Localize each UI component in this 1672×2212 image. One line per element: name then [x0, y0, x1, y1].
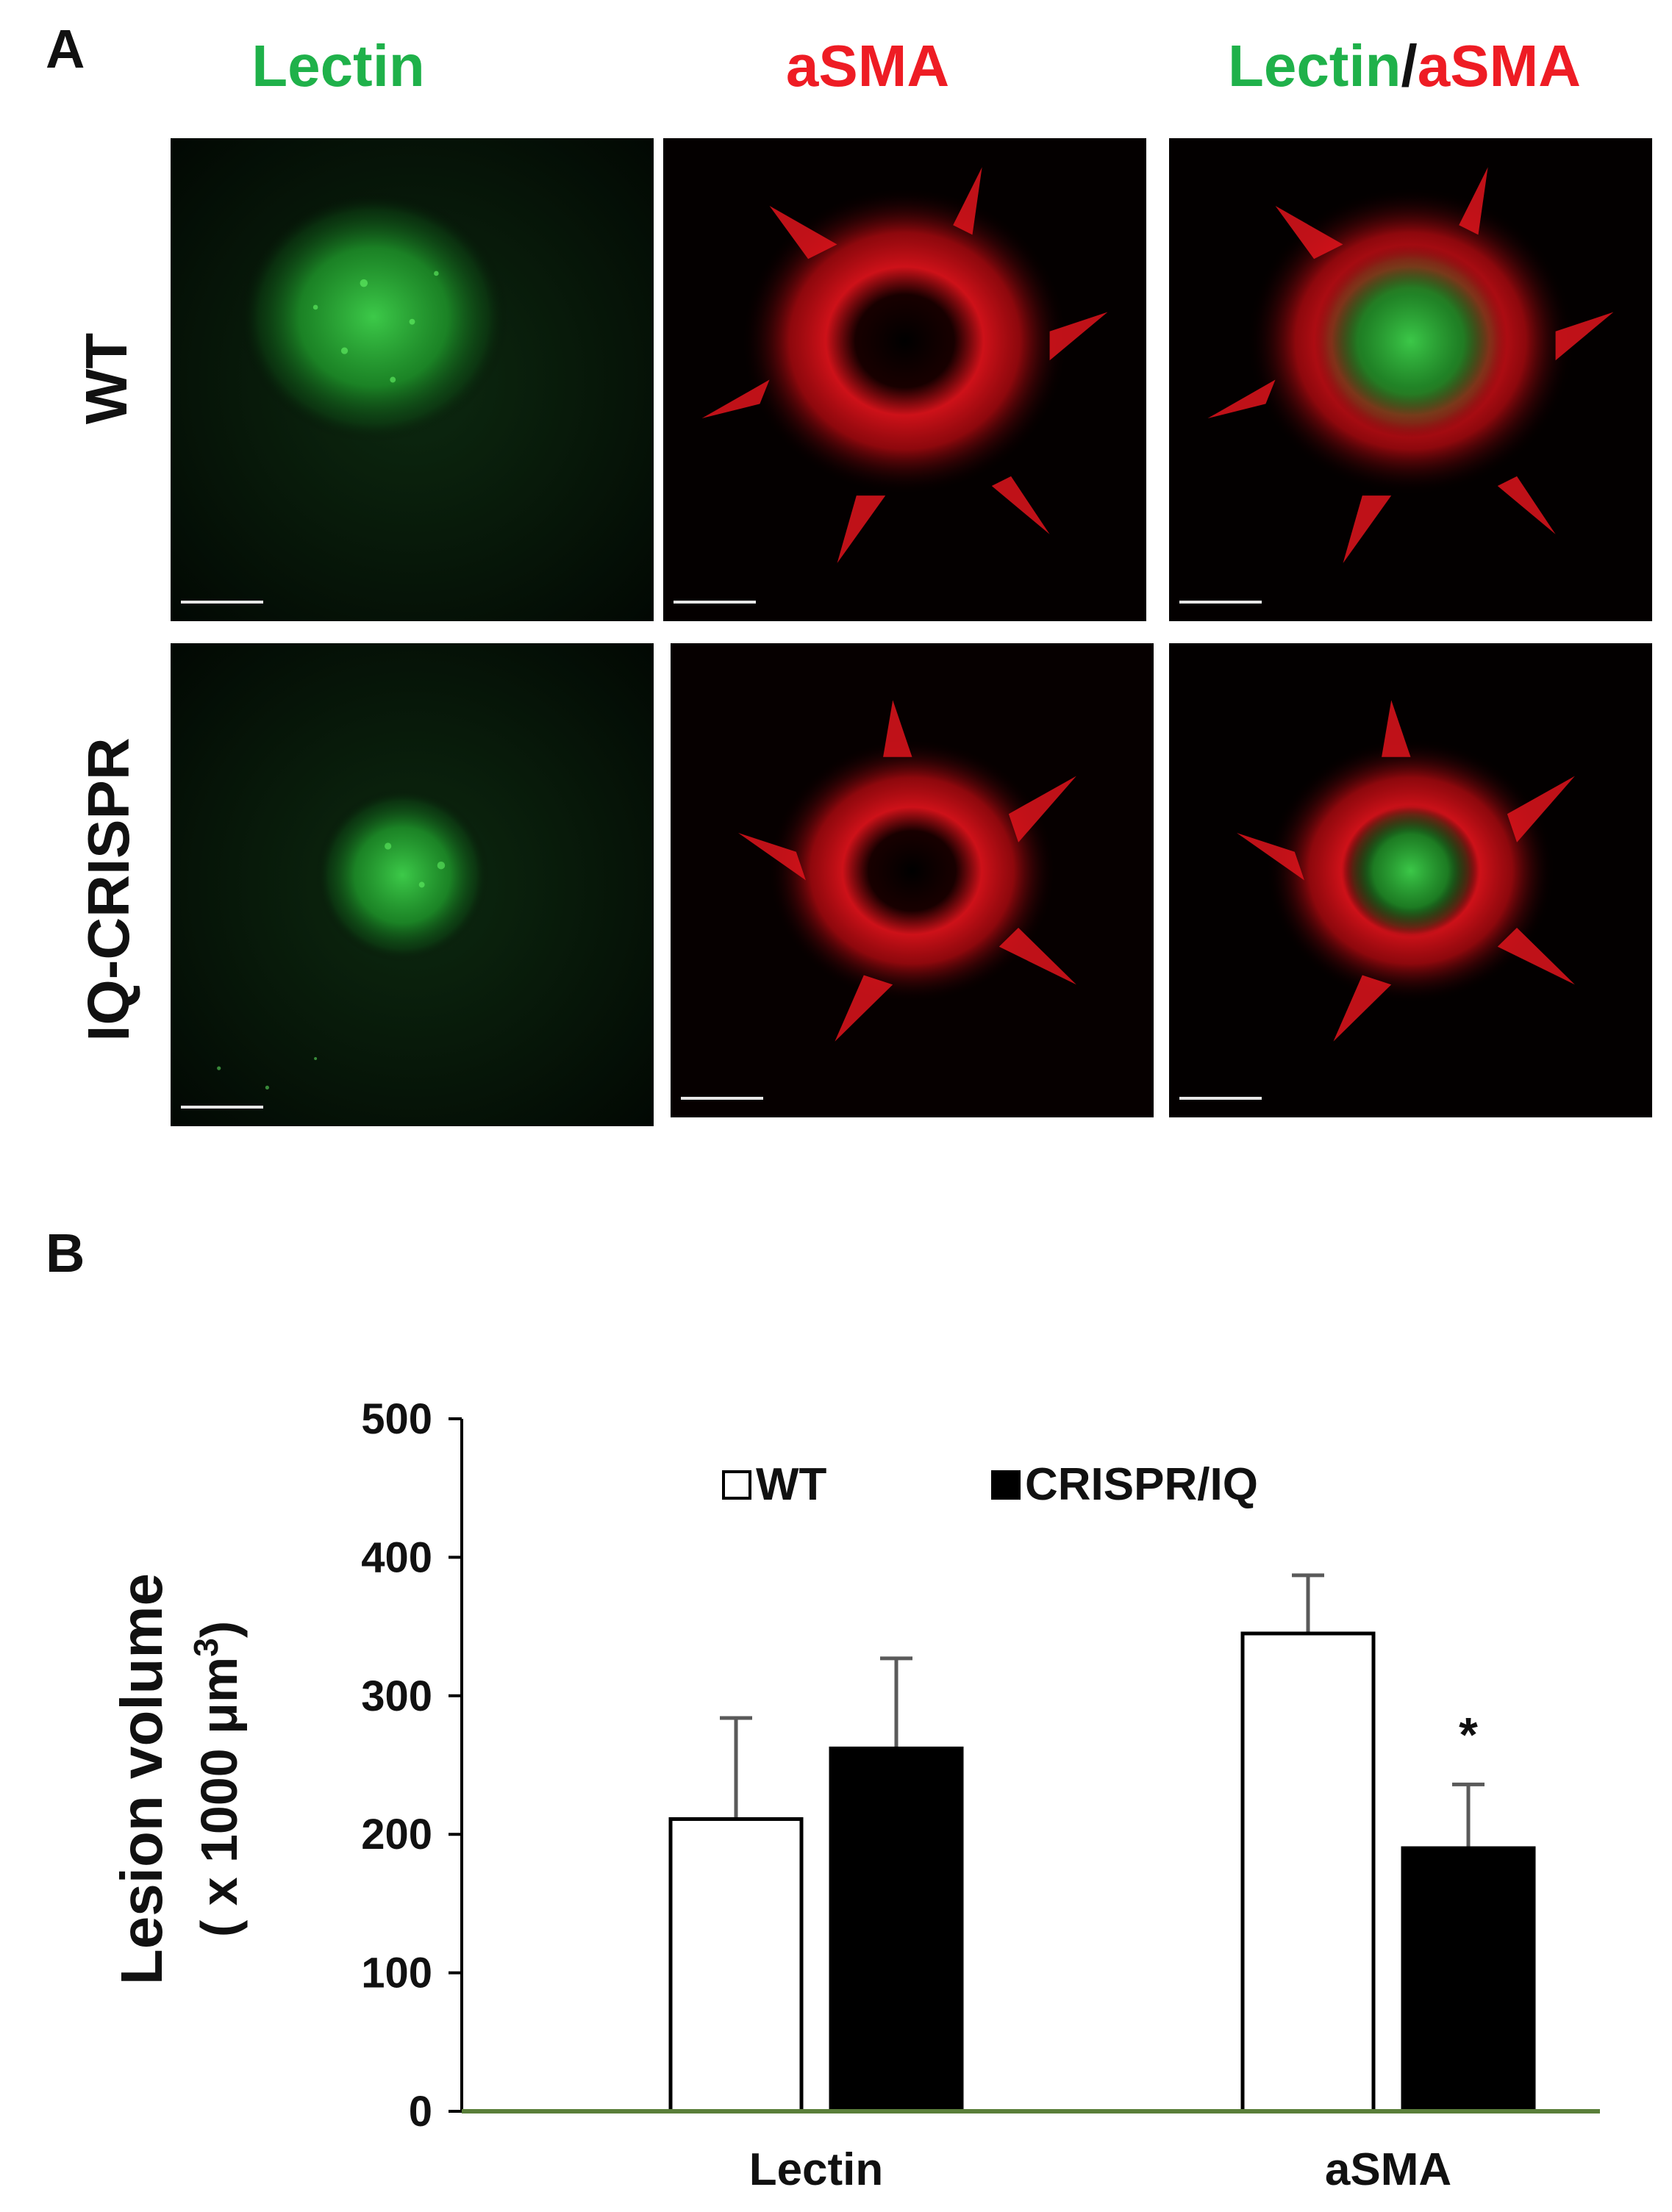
y-tick-label: 300: [361, 1672, 432, 1720]
y-tick-label: 400: [361, 1533, 432, 1581]
row-header-wt: WT: [74, 332, 139, 425]
micrograph-wt-merge: [1169, 138, 1652, 621]
merge-lectin-label: Lectin: [1227, 33, 1401, 99]
micrograph-wt-asma: [663, 138, 1146, 621]
bar-wt-asma: [1240, 1631, 1376, 2113]
panel-a-letter: A: [46, 18, 85, 79]
merge-asma-label: aSMA: [1417, 33, 1582, 99]
y-tick-label: 0: [409, 2088, 432, 2136]
micrograph-iq-asma: [671, 643, 1154, 1117]
y-tick-label: 200: [361, 1811, 432, 1858]
x-category-label: aSMA: [1325, 2144, 1451, 2195]
row-header-iq-crispr: IQ-CRISPR: [76, 737, 141, 1042]
x-category-label: Lectin: [749, 2144, 884, 2195]
significance-annotation: *: [1459, 1707, 1478, 1761]
scale-bar: [1179, 601, 1262, 604]
y-axis-label-line2: ( x 1000 μm3): [187, 1621, 248, 1937]
micrograph-wt-lectin: [171, 138, 654, 621]
micrograph-iq-lectin: [171, 643, 654, 1126]
column-header-asma: aSMA: [785, 33, 950, 99]
merge-separator: /: [1401, 33, 1418, 99]
scale-bar: [181, 601, 263, 604]
y-tick-label: 500: [361, 1395, 432, 1443]
scale-bar: [681, 1097, 763, 1100]
legend-label: WT: [756, 1459, 827, 1510]
y-tick-label: 100: [361, 1950, 432, 1997]
panel-b-letter: B: [46, 1223, 85, 1284]
bar-chart: 0 100 200 300 400 500 Lectin aSMA * WT CRISPR/IQ Le…: [109, 1395, 1600, 2195]
scale-bar: [674, 601, 756, 604]
legend-swatch: [722, 1470, 751, 1500]
legend-label: CRISPR/IQ: [1025, 1459, 1258, 1510]
column-header-merge: Lectin/aSMA: [1169, 37, 1640, 96]
legend-swatch: [991, 1470, 1021, 1500]
column-header-lectin: Lectin: [251, 33, 425, 99]
scale-bar: [181, 1106, 263, 1109]
bar-crispriq-lectin: [829, 1746, 964, 2113]
y-axis-label-line1: Lesion volume: [109, 1573, 174, 1985]
bar-crispriq-asma: [1401, 1846, 1536, 2113]
scale-bar: [1179, 1097, 1262, 1100]
y-axis-label: Lesion volume( x 1000 μm3): [109, 1573, 248, 1985]
micrograph-iq-merge: [1169, 643, 1652, 1117]
bar-wt-lectin: [668, 1817, 804, 2113]
